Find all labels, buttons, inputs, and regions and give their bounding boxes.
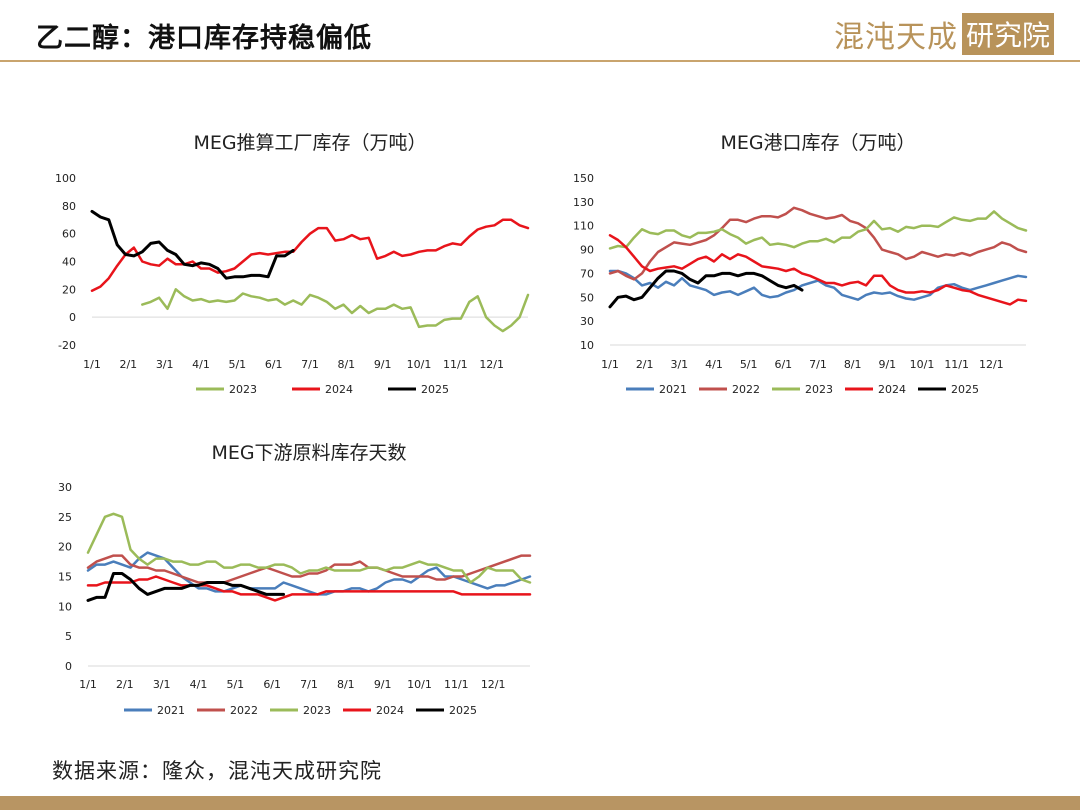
y-tick-label: 80 [62,200,76,213]
chart-title: MEG港口库存（万吨） [720,132,915,154]
port-inventory-svg: MEG港口库存（万吨） 10 30 50 70 90 110 130 150 1/1 2/1 3/1 4… [573,132,1028,396]
data-source-note: 数据来源：隆众，混沌天成研究院 [52,759,382,783]
x-tick-label: 4/1 [190,678,208,691]
footer-bar [0,796,1080,810]
y-tick-label: 10 [58,600,72,613]
legend-label-2023: 2023 [229,383,257,396]
page-title: 乙二醇：港口库存持稳偏低 [36,23,372,54]
y-tick-label: 30 [58,481,72,494]
legend-label-2024: 2024 [878,383,906,396]
x-tick-label: 7/1 [301,358,319,371]
y-tick-label: 70 [580,267,594,280]
x-tick-label: 12/1 [979,358,1004,371]
y-tick-label: 150 [573,172,594,185]
series-line-2023 [86,512,532,584]
x-tick-label: 10/1 [407,678,432,691]
legend-label-2021: 2021 [659,383,687,396]
x-tick-label: 11/1 [443,358,468,371]
x-tick-label: 9/1 [878,358,896,371]
series-line-2021 [608,269,1028,301]
x-tick-label: 5/1 [740,358,758,371]
x-tick-label: 3/1 [156,358,174,371]
x-tick-label: 11/1 [944,358,969,371]
y-tick-label: 40 [62,256,76,269]
y-tick-label: 90 [580,244,594,257]
x-tick-label: 9/1 [374,678,392,691]
legend-label-2022: 2022 [230,704,258,717]
y-tick-label: -20 [58,339,76,352]
y-tick-label: 20 [62,283,76,296]
y-tick-label: 30 [580,315,594,328]
legend-label-2024: 2024 [376,704,404,717]
y-tick-label: 10 [580,339,594,352]
logo-main-text: 混沌天成 [833,20,958,55]
series-line-2022 [86,554,532,584]
y-tick-label: 20 [58,541,72,554]
x-tick-label: 8/1 [844,358,862,371]
chart-title: MEG推算工厂库存（万吨） [193,132,426,154]
legend-label-2025: 2025 [951,383,979,396]
x-tick-label: 5/1 [226,678,244,691]
series-line-2025 [608,269,804,309]
series-line-2022 [608,206,1028,281]
y-tick-label: 15 [58,571,72,584]
x-tick-label: 8/1 [337,358,355,371]
y-tick-label: 50 [580,291,594,304]
x-tick-label: 3/1 [670,358,688,371]
x-tick-label: 11/1 [444,678,469,691]
chart-title: MEG下游原料库存天数 [211,442,406,464]
header-divider [0,60,1080,62]
legend-label-2022: 2022 [732,383,760,396]
x-tick-label: 6/1 [265,358,283,371]
series-line-2023 [141,288,530,333]
x-tick-label: 2/1 [119,358,137,371]
series-line-2025 [86,572,285,602]
company-logo: 混沌天成 研究院 [834,12,1054,56]
legend-label-2025: 2025 [449,704,477,717]
series-line-2025 [90,209,295,280]
x-tick-label: 2/1 [116,678,134,691]
x-tick-label: 6/1 [774,358,792,371]
x-tick-label: 1/1 [79,678,97,691]
series-line-2024 [608,234,1028,306]
y-tick-label: 0 [65,660,72,673]
x-tick-label: 4/1 [192,358,210,371]
legend-label-2021: 2021 [157,704,185,717]
x-tick-label: 10/1 [407,358,432,371]
legend-label-2024: 2024 [325,383,353,396]
series-line-2024 [86,575,532,602]
x-tick-label: 1/1 [601,358,619,371]
x-tick-label: 8/1 [337,678,355,691]
y-tick-label: 110 [573,220,594,233]
factory-inventory-svg: MEG推算工厂库存（万吨） -20 0 20 40 60 80 100 1/1 2/1 3/1 4/1… [55,132,530,396]
x-tick-label: 12/1 [481,678,506,691]
y-tick-label: 5 [65,630,72,643]
x-tick-label: 10/1 [910,358,935,371]
legend-label-2023: 2023 [303,704,331,717]
legend-label-2025: 2025 [421,383,449,396]
x-tick-label: 7/1 [809,358,827,371]
factory-inventory-chart: MEG推算工厂库存（万吨） -20 0 20 40 60 80 100 1/1 2/1 3/1 4/1… [0,118,540,418]
port-inventory-chart: MEG港口库存（万吨） 10 30 50 70 90 110 130 150 1/1 2/1 3/1 4… [540,118,1080,418]
x-tick-label: 4/1 [705,358,723,371]
y-tick-label: 100 [55,172,76,185]
x-tick-label: 7/1 [300,678,318,691]
y-tick-label: 60 [62,228,76,241]
legend-label-2023: 2023 [805,383,833,396]
logo-sub-text: 研究院 [961,13,1054,55]
x-tick-label: 3/1 [153,678,171,691]
downstream-inventory-days-chart: MEG下游原料库存天数 0 5 10 15 20 25 30 1/1 2/1 3/1 4/1 5/1 6/… [0,430,540,730]
y-tick-label: 25 [58,511,72,524]
series-line-2023 [608,210,1028,250]
x-tick-label: 1/1 [83,358,101,371]
y-tick-label: 130 [573,196,594,209]
x-tick-label: 6/1 [263,678,281,691]
y-tick-label: 0 [69,311,76,324]
x-tick-label: 5/1 [228,358,246,371]
x-tick-label: 2/1 [636,358,654,371]
series-line-2024 [90,218,530,292]
x-tick-label: 9/1 [374,358,392,371]
x-tick-label: 12/1 [479,358,504,371]
